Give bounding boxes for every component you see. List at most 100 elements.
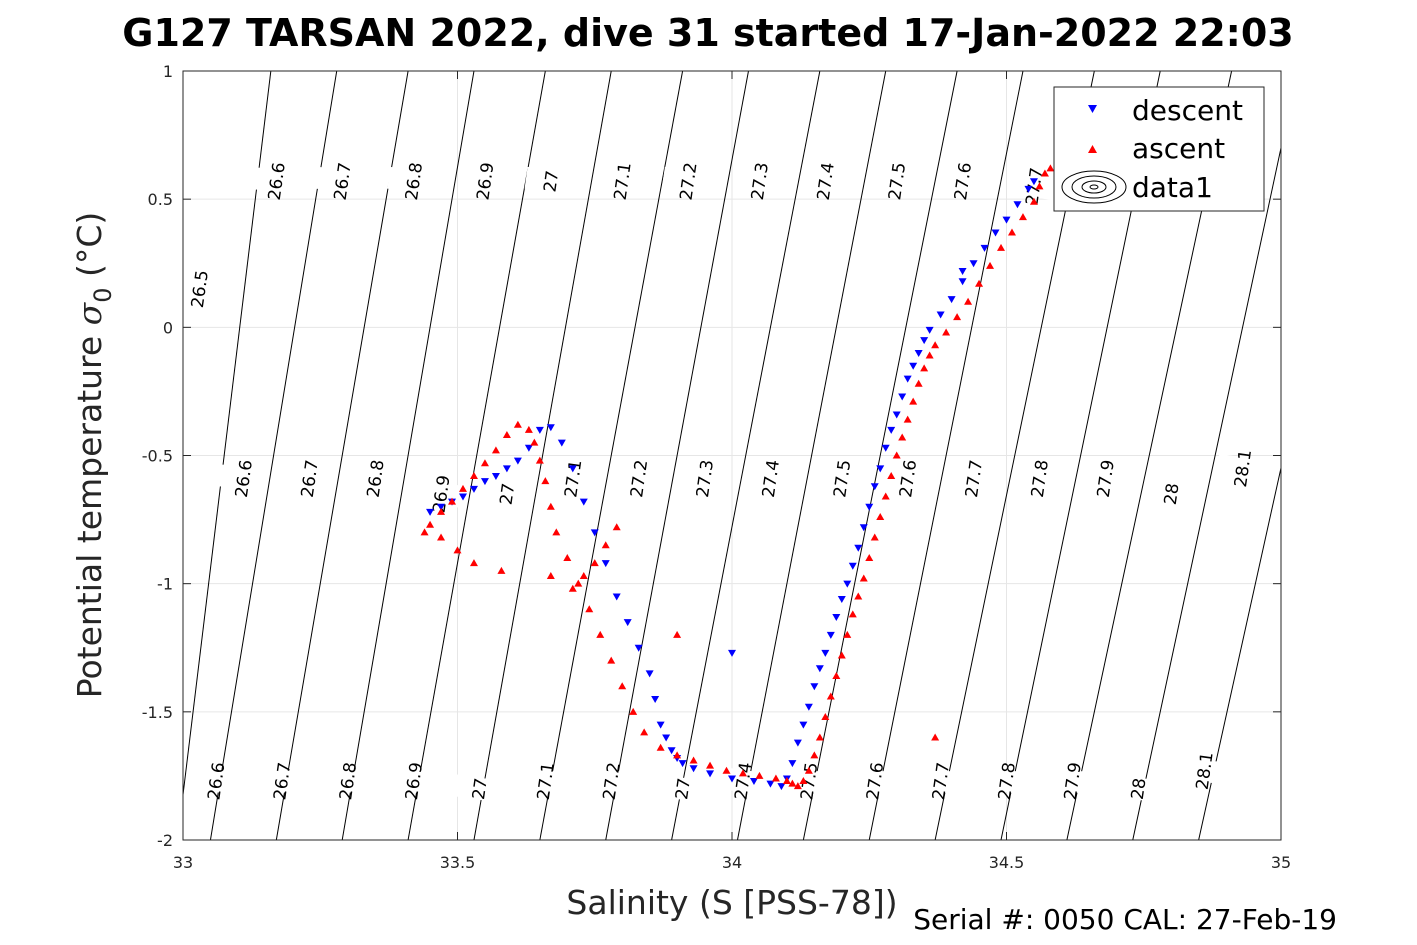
contour-label-background <box>980 766 1033 796</box>
descent-point <box>480 478 489 486</box>
contour-label-background <box>1046 766 1099 796</box>
descent-point <box>892 411 901 419</box>
contour-label-background <box>321 766 374 796</box>
descent-point <box>1002 216 1011 224</box>
descent-point <box>437 503 446 511</box>
ascent-point <box>524 425 533 433</box>
contour-label-background <box>255 766 309 796</box>
x-tick-label: 34.5 <box>989 853 1025 872</box>
descent-point <box>826 631 835 639</box>
descent-point <box>656 721 665 729</box>
descent-point <box>788 760 797 768</box>
contour-label-background <box>453 774 506 804</box>
legend-descent-label: descent <box>1132 94 1243 127</box>
y-axis-label-unit: (°C) <box>70 212 109 288</box>
ascent-point <box>881 492 890 500</box>
ascent-point <box>914 379 923 387</box>
legend-data1-label: data1 <box>1132 171 1213 204</box>
descent-point <box>749 778 758 786</box>
ascent-point <box>612 523 621 531</box>
descent-point <box>535 426 544 434</box>
descent-point <box>958 278 967 286</box>
contour-label-background <box>1144 479 1198 509</box>
ascent-point <box>876 513 885 521</box>
descent-point <box>876 465 885 473</box>
descent-point <box>865 503 874 511</box>
ascent-point <box>420 528 429 536</box>
descent-point <box>502 465 511 473</box>
contour-label-background <box>387 766 440 796</box>
contour-label-background <box>716 766 770 796</box>
ascent-point <box>448 497 457 505</box>
contour-label-background <box>1216 453 1269 483</box>
ascent-point <box>1046 164 1055 172</box>
contour-label: 28 <box>1161 482 1184 506</box>
descent-point <box>859 524 868 532</box>
ascent-point <box>920 364 929 372</box>
y-tick-label: 0 <box>163 318 173 337</box>
ascent-point <box>437 533 446 541</box>
descent-point <box>469 485 478 493</box>
contour-label-background <box>524 166 578 196</box>
descent-point <box>925 326 934 334</box>
ascent-point <box>502 430 511 438</box>
descent-point <box>815 665 824 673</box>
ascent-point <box>453 546 462 554</box>
ascent-point <box>1035 182 1044 190</box>
contour-label-background <box>1007 171 1061 201</box>
contour-label-background <box>1013 464 1066 493</box>
ascent-point <box>469 472 478 480</box>
ascent-point <box>579 571 588 579</box>
contour-label-background <box>914 766 967 796</box>
ascent-point <box>689 756 698 764</box>
ascent-point <box>892 451 901 459</box>
descent-point <box>590 529 599 537</box>
descent-point <box>662 734 671 742</box>
descent-point <box>645 670 654 678</box>
ascent-point <box>738 769 747 777</box>
legend-data1-contour-icon <box>1061 170 1127 204</box>
descent-point <box>810 683 819 691</box>
descent-point <box>936 311 945 319</box>
contour-label-background <box>936 166 989 196</box>
ascent-point <box>601 541 610 549</box>
descent-point <box>634 644 643 652</box>
contour-label-background <box>848 766 902 796</box>
descent-point <box>546 424 555 432</box>
y-tick-label: -1 <box>157 575 173 594</box>
contour-label-background <box>947 464 1000 493</box>
ascent-point <box>953 313 962 321</box>
contour-label-background <box>584 766 638 796</box>
ascent-point <box>1018 213 1027 221</box>
descent-point <box>832 613 841 621</box>
legend-ascent-marker <box>1088 145 1097 153</box>
contour-label-background <box>282 464 336 493</box>
contour-label-background <box>1079 464 1132 493</box>
x-tick-label: 33 <box>173 853 193 872</box>
legend-box <box>1053 86 1265 212</box>
descent-point <box>766 780 775 788</box>
contour-line-26-8 <box>341 71 475 840</box>
ascent-point <box>975 279 984 287</box>
contour-line-26-5 <box>183 71 272 799</box>
ascent-point <box>535 456 544 464</box>
ascent-point <box>942 328 951 336</box>
descent-point <box>524 444 533 452</box>
descent-point <box>601 560 610 568</box>
y-tick-label: 0.5 <box>148 190 173 209</box>
y-axis-label-text: Potential temperature <box>70 325 109 698</box>
descent-point <box>426 508 435 516</box>
ascent-point <box>530 438 539 446</box>
contour-label: 27 <box>672 777 695 801</box>
descent-point <box>848 562 857 570</box>
contour-label-background <box>348 464 402 493</box>
ascent-point <box>656 743 665 751</box>
ascent-point <box>782 777 791 785</box>
ascent-point <box>590 559 599 567</box>
ascent-point <box>1040 169 1049 177</box>
ascent-point <box>865 554 874 562</box>
descent-point <box>793 739 802 747</box>
ascent-point <box>997 243 1006 251</box>
axis-ticks: 33 33.5 34 34.5 35 -2 -1.5 -1 -0.5 0 0.5 1 <box>142 62 1291 872</box>
descent-point <box>651 696 660 704</box>
